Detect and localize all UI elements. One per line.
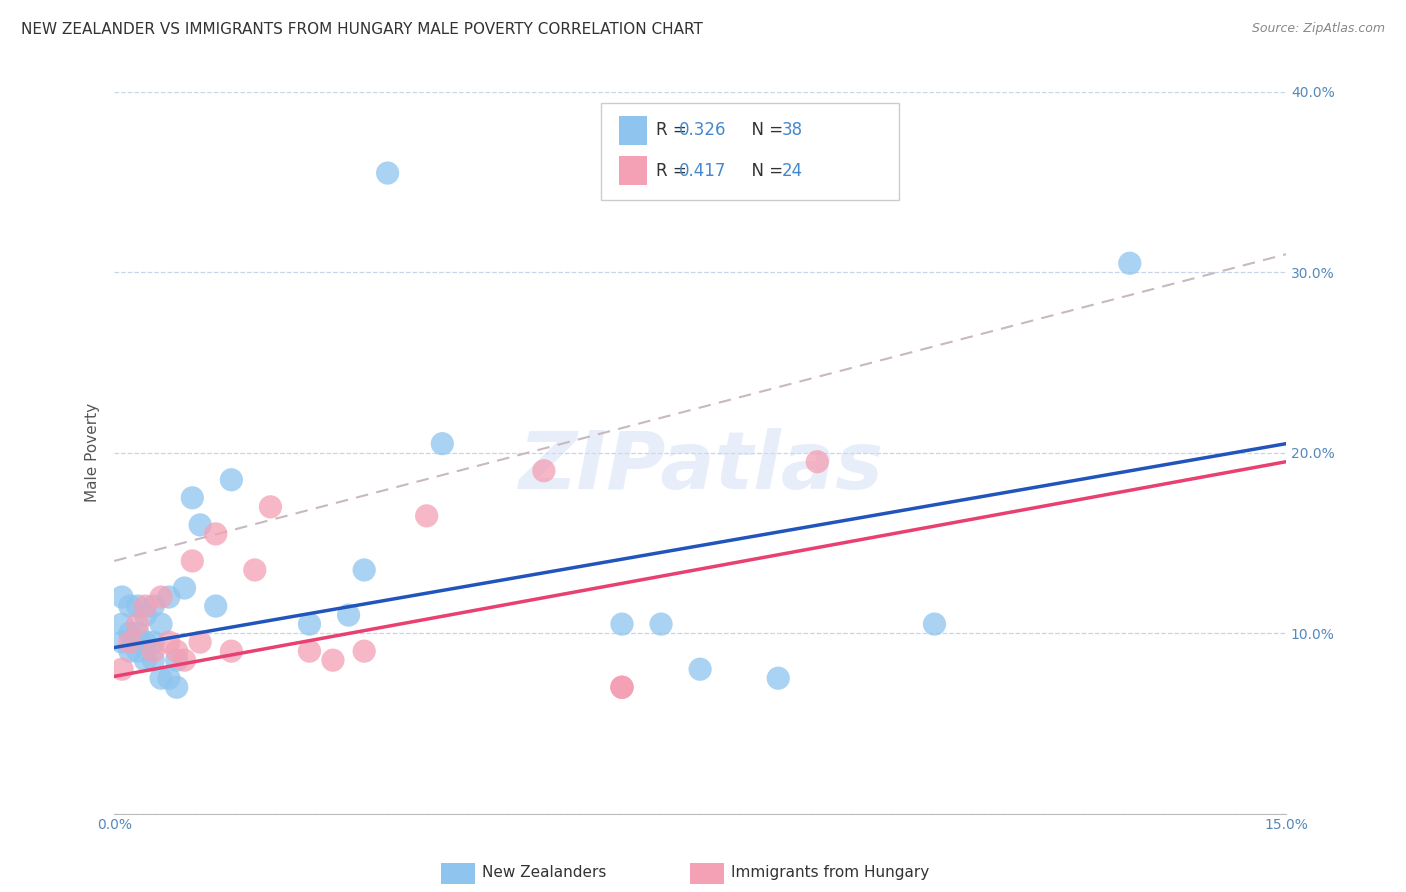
Point — [157, 671, 180, 685]
Point — [1119, 256, 1142, 270]
Point — [127, 617, 149, 632]
Text: ZIPatlas: ZIPatlas — [517, 428, 883, 506]
Point — [150, 590, 173, 604]
Point — [298, 617, 321, 632]
Point — [127, 635, 149, 649]
Point — [166, 644, 188, 658]
Point — [134, 653, 156, 667]
Point — [142, 644, 165, 658]
Text: New Zealanders: New Zealanders — [482, 865, 606, 880]
Point — [142, 653, 165, 667]
FancyBboxPatch shape — [619, 156, 647, 185]
Point — [806, 455, 828, 469]
Point — [111, 617, 134, 632]
Point — [111, 590, 134, 604]
Text: Immigrants from Hungary: Immigrants from Hungary — [731, 865, 929, 880]
Point — [689, 662, 711, 676]
Point — [150, 671, 173, 685]
Point — [415, 508, 437, 523]
Point — [118, 644, 141, 658]
Text: N =: N = — [741, 161, 789, 179]
FancyBboxPatch shape — [619, 116, 647, 145]
Point — [173, 581, 195, 595]
Point — [181, 554, 204, 568]
Point — [127, 644, 149, 658]
Point — [142, 599, 165, 613]
Text: 38: 38 — [782, 121, 803, 139]
Text: N =: N = — [741, 121, 789, 139]
Point — [353, 563, 375, 577]
Point — [157, 590, 180, 604]
Point — [610, 680, 633, 694]
Point — [111, 635, 134, 649]
Point — [610, 680, 633, 694]
FancyBboxPatch shape — [600, 103, 900, 200]
Point — [298, 644, 321, 658]
Point — [134, 635, 156, 649]
Point — [118, 599, 141, 613]
Point — [134, 608, 156, 623]
Point — [188, 517, 211, 532]
Text: R =: R = — [655, 161, 692, 179]
Point — [259, 500, 281, 514]
Point — [432, 436, 454, 450]
Point — [377, 166, 399, 180]
Y-axis label: Male Poverty: Male Poverty — [86, 403, 100, 502]
Text: 24: 24 — [782, 161, 803, 179]
Text: 0.417: 0.417 — [679, 161, 727, 179]
Text: NEW ZEALANDER VS IMMIGRANTS FROM HUNGARY MALE POVERTY CORRELATION CHART: NEW ZEALANDER VS IMMIGRANTS FROM HUNGARY… — [21, 22, 703, 37]
Point — [610, 680, 633, 694]
Point — [166, 680, 188, 694]
Point — [127, 626, 149, 640]
Point — [650, 617, 672, 632]
Text: 0.326: 0.326 — [679, 121, 727, 139]
Point — [127, 599, 149, 613]
Point — [111, 662, 134, 676]
Point — [204, 599, 226, 613]
Point — [173, 653, 195, 667]
Point — [533, 464, 555, 478]
Point — [610, 617, 633, 632]
Point — [150, 617, 173, 632]
Text: Source: ZipAtlas.com: Source: ZipAtlas.com — [1251, 22, 1385, 36]
Point — [118, 626, 141, 640]
Point — [221, 473, 243, 487]
Point — [353, 644, 375, 658]
Text: R =: R = — [655, 121, 692, 139]
Point — [142, 635, 165, 649]
Point — [166, 653, 188, 667]
Point — [157, 635, 180, 649]
Point — [204, 527, 226, 541]
Point — [221, 644, 243, 658]
Point — [188, 635, 211, 649]
Point — [768, 671, 790, 685]
Point — [322, 653, 344, 667]
Point — [243, 563, 266, 577]
Point — [118, 635, 141, 649]
Point — [337, 608, 360, 623]
Point — [134, 599, 156, 613]
Point — [924, 617, 946, 632]
Point — [181, 491, 204, 505]
